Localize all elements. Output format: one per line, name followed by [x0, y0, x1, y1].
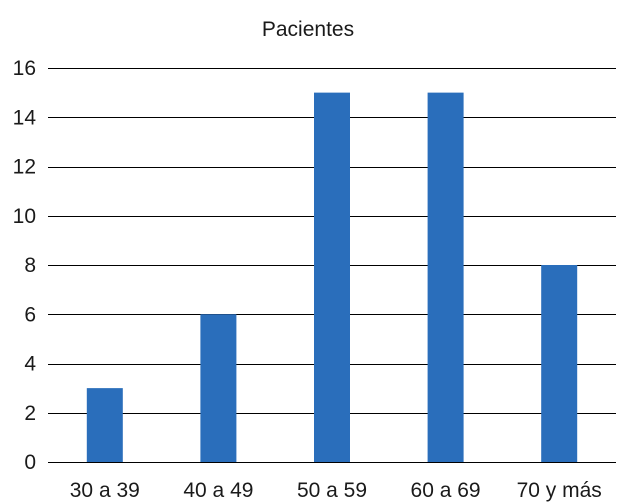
bars [86, 92, 578, 462]
chart-title: Pacientes [262, 18, 354, 41]
y-tick-label: 4 [24, 353, 36, 376]
y-tick-label: 0 [24, 451, 36, 474]
bar-30-a-39 [86, 388, 123, 462]
x-tick-label: 50 a 59 [297, 479, 367, 502]
x-tick-label: 40 a 49 [183, 479, 253, 502]
y-tick-label: 6 [24, 303, 36, 326]
x-tick-label: 30 a 39 [70, 479, 140, 502]
bar-40-a-49 [200, 314, 237, 462]
y-tick-label: 16 [13, 57, 36, 80]
bar-50-a-59 [314, 92, 350, 462]
y-tick-label: 14 [13, 106, 37, 129]
y-tick-label: 2 [24, 402, 36, 425]
bar-70-y-m-s [541, 265, 578, 462]
x-tick-label: 70 y más [517, 479, 602, 502]
x-axis-tick-labels: 30 a 39 40 a 49 50 a 59 60 a 69 70 y más [70, 479, 602, 502]
bar-60-a-69 [427, 92, 464, 462]
x-tick-label: 60 a 69 [411, 479, 481, 502]
y-axis-tick-labels: 0 2 4 6 8 10 12 14 16 [13, 57, 37, 474]
y-tick-label: 12 [13, 156, 36, 179]
y-tick-label: 10 [13, 205, 36, 228]
y-tick-label: 8 [24, 254, 36, 277]
